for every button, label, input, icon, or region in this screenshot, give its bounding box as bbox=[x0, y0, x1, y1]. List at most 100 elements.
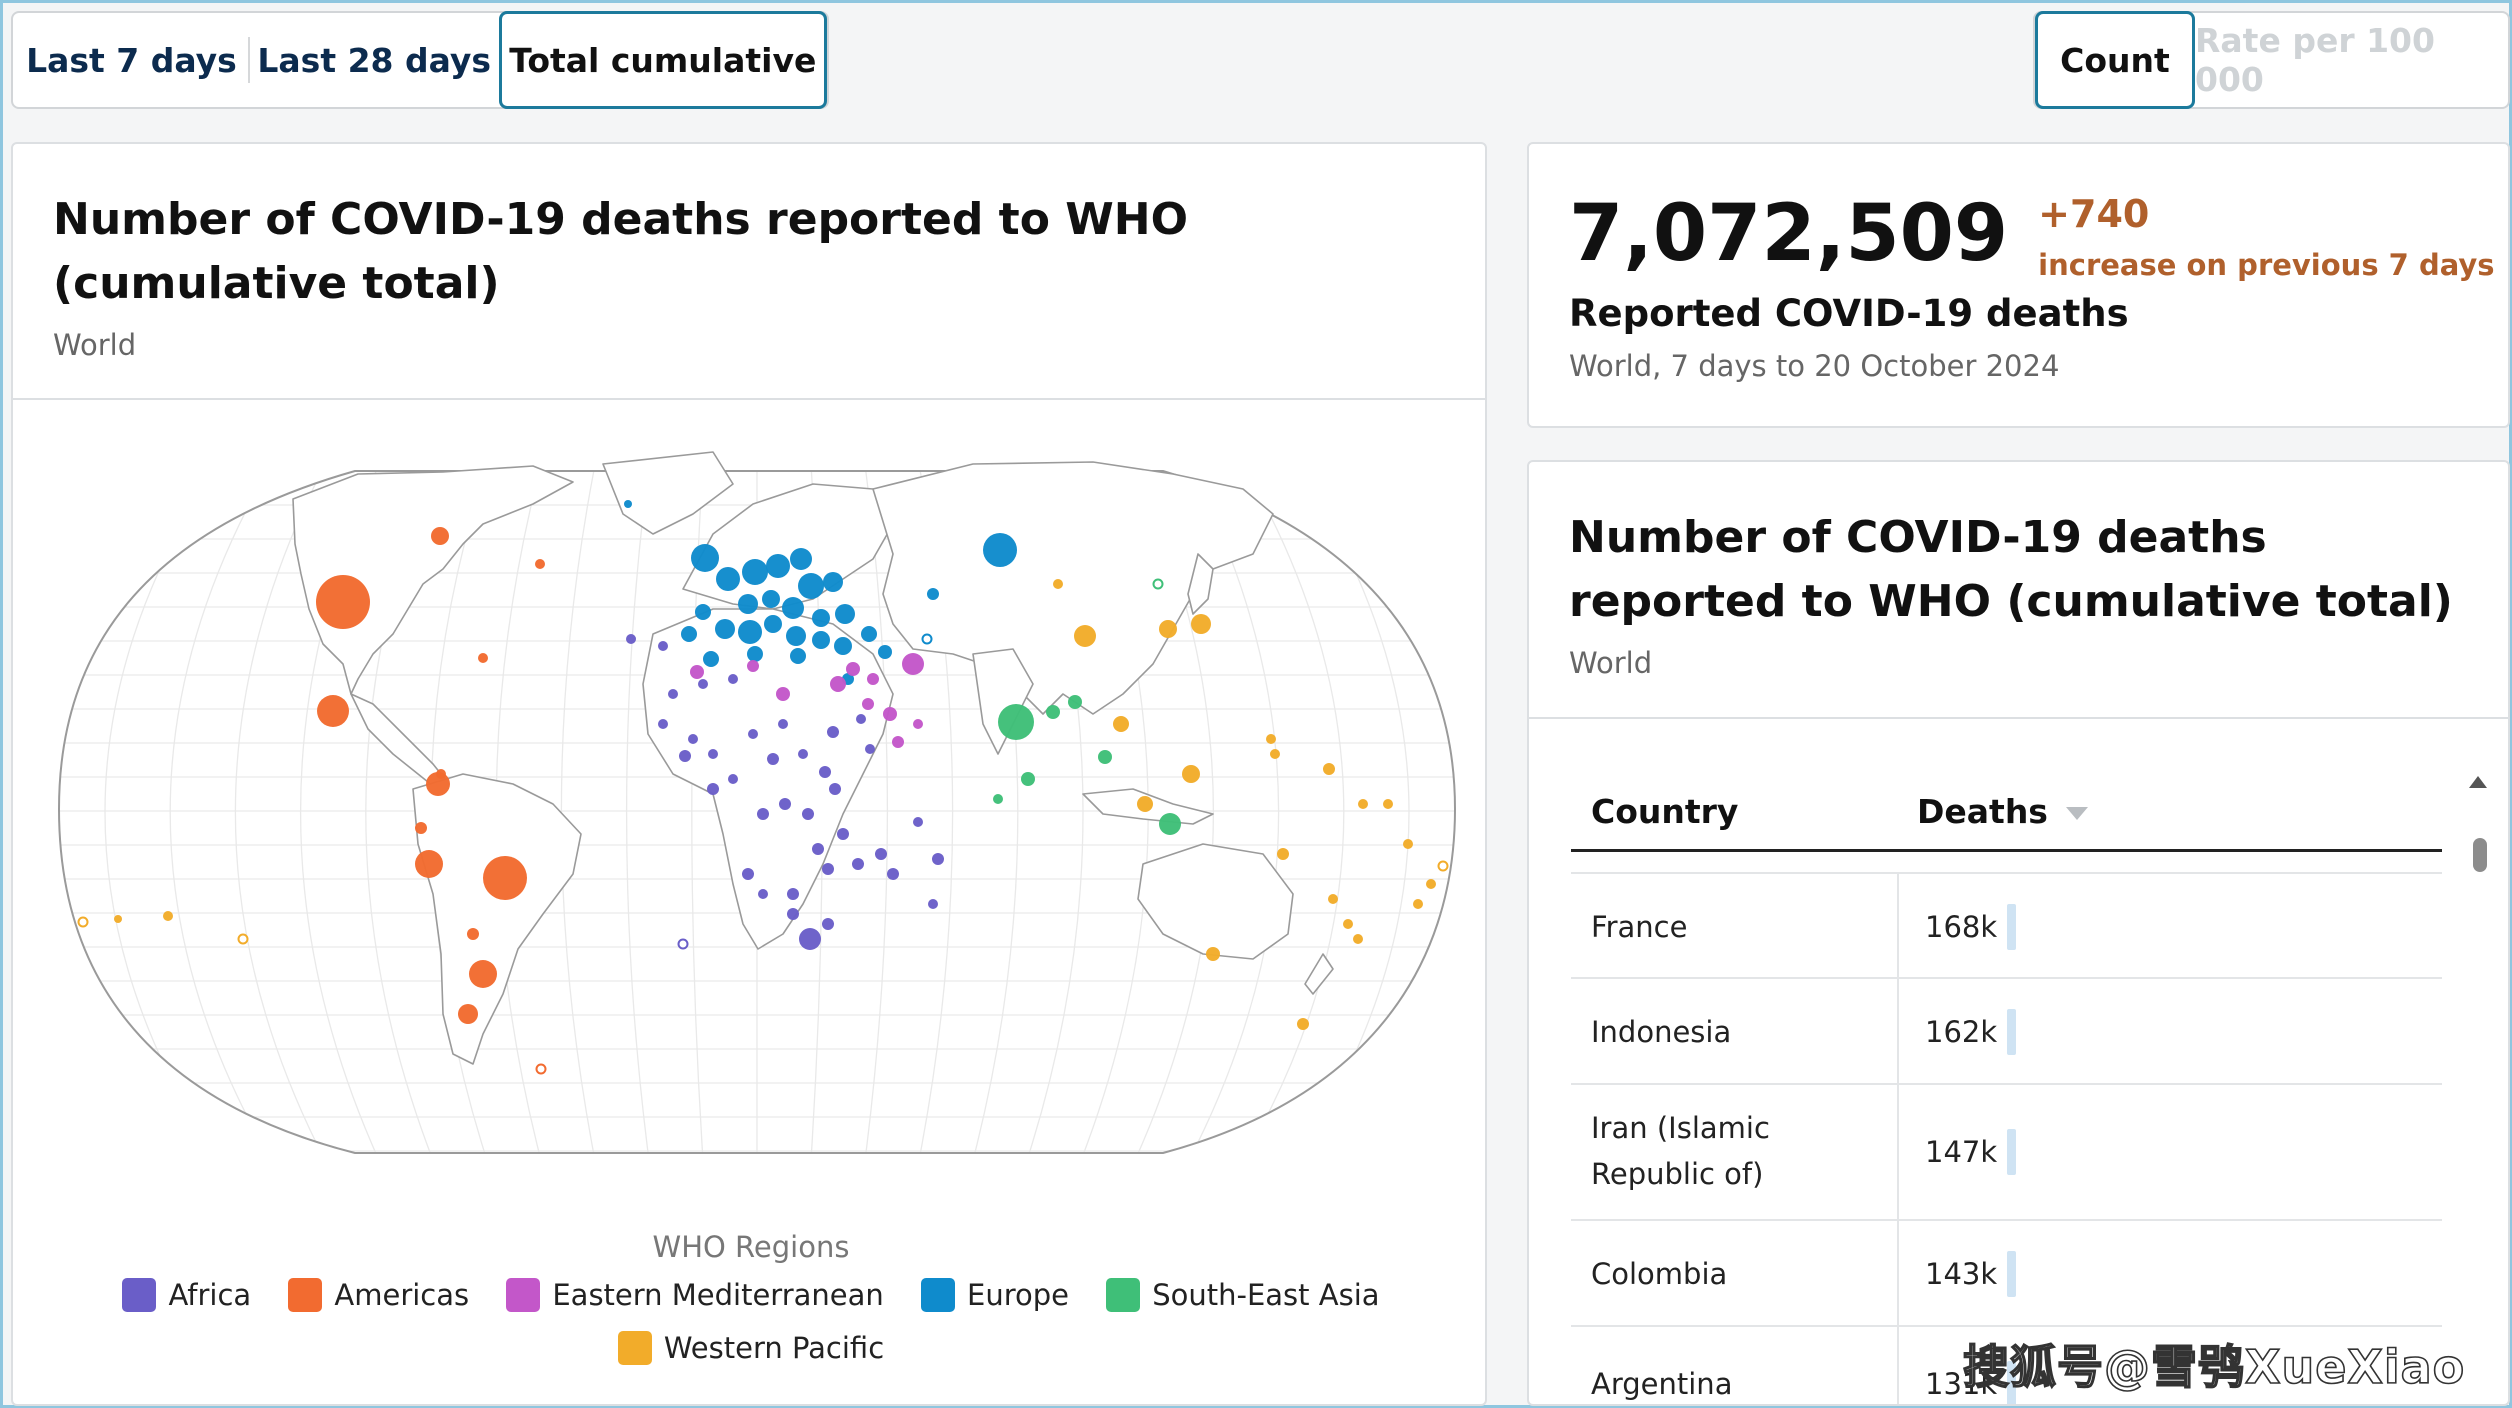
country-bubble[interactable] bbox=[883, 707, 897, 721]
country-bubble[interactable] bbox=[458, 1004, 478, 1024]
country-bubble[interactable] bbox=[1328, 894, 1338, 904]
country-bubble[interactable] bbox=[852, 858, 864, 870]
country-bubble[interactable] bbox=[1353, 934, 1363, 944]
country-bubble[interactable] bbox=[927, 588, 939, 600]
world-bubble-map[interactable] bbox=[13, 394, 1489, 1234]
country-bubble[interactable] bbox=[829, 783, 841, 795]
country-bubble[interactable] bbox=[798, 573, 824, 599]
country-bubble[interactable] bbox=[624, 500, 632, 508]
country-bubble[interactable] bbox=[799, 928, 821, 950]
country-bubble[interactable] bbox=[1383, 799, 1393, 809]
country-bubble[interactable] bbox=[658, 719, 668, 729]
country-bubble-hollow[interactable] bbox=[921, 633, 933, 645]
country-bubble[interactable] bbox=[535, 559, 545, 569]
country-bubble[interactable] bbox=[1046, 705, 1060, 719]
country-bubble[interactable] bbox=[707, 783, 719, 795]
country-bubble[interactable] bbox=[887, 868, 899, 880]
country-bubble-hollow[interactable] bbox=[1437, 860, 1449, 872]
country-bubble[interactable] bbox=[875, 848, 887, 860]
country-bubble[interactable] bbox=[757, 808, 769, 820]
country-bubble[interactable] bbox=[822, 918, 834, 930]
country-bubble[interactable] bbox=[1159, 620, 1177, 638]
country-bubble[interactable] bbox=[798, 749, 808, 759]
country-bubble[interactable] bbox=[668, 689, 678, 699]
country-bubble[interactable] bbox=[786, 626, 806, 646]
country-bubble[interactable] bbox=[742, 868, 754, 880]
country-bubble[interactable] bbox=[823, 572, 843, 592]
table-row[interactable]: Argentina 131k bbox=[1571, 1325, 2442, 1404]
legend-item-americas[interactable]: Americas bbox=[288, 1272, 469, 1318]
country-bubble[interactable] bbox=[716, 567, 740, 591]
country-bubble-hollow[interactable] bbox=[77, 916, 89, 928]
country-bubble[interactable] bbox=[1358, 799, 1368, 809]
country-bubble[interactable] bbox=[436, 769, 446, 779]
country-bubble[interactable] bbox=[790, 548, 812, 570]
country-bubble[interactable] bbox=[902, 653, 924, 675]
country-bubble[interactable] bbox=[822, 863, 834, 875]
country-bubble[interactable] bbox=[812, 609, 830, 627]
country-bubble[interactable] bbox=[913, 719, 923, 729]
country-bubble[interactable] bbox=[469, 960, 497, 988]
country-bubble[interactable] bbox=[431, 527, 449, 545]
country-bubble[interactable] bbox=[892, 736, 904, 748]
country-bubble[interactable] bbox=[690, 665, 704, 679]
column-header-country[interactable]: Country bbox=[1591, 770, 1738, 852]
country-bubble[interactable] bbox=[1182, 765, 1200, 783]
country-bubble[interactable] bbox=[728, 774, 738, 784]
column-header-deaths[interactable]: Deaths bbox=[1917, 770, 2088, 852]
country-bubble[interactable] bbox=[691, 544, 719, 572]
country-bubble[interactable] bbox=[317, 695, 349, 727]
country-bubble[interactable] bbox=[1159, 813, 1181, 835]
tab-last-7-days[interactable]: Last 7 days bbox=[13, 13, 250, 107]
country-bubble[interactable] bbox=[782, 597, 804, 619]
country-bubble[interactable] bbox=[802, 808, 814, 820]
country-bubble[interactable] bbox=[467, 928, 479, 940]
country-bubble[interactable] bbox=[681, 626, 697, 642]
country-bubble-hollow[interactable] bbox=[1152, 578, 1164, 590]
country-bubble[interactable] bbox=[415, 850, 443, 878]
country-bubble[interactable] bbox=[728, 674, 738, 684]
country-bubble[interactable] bbox=[878, 645, 892, 659]
table-row[interactable]: Colombia 143k bbox=[1571, 1219, 2442, 1325]
country-bubble[interactable] bbox=[742, 559, 768, 585]
country-bubble[interactable] bbox=[867, 673, 879, 685]
country-bubble[interactable] bbox=[478, 653, 488, 663]
country-bubble[interactable] bbox=[1277, 848, 1289, 860]
country-bubble[interactable] bbox=[998, 704, 1034, 740]
country-bubble[interactable] bbox=[695, 604, 711, 620]
country-bubble[interactable] bbox=[766, 554, 790, 578]
country-bubble[interactable] bbox=[738, 620, 762, 644]
country-bubble[interactable] bbox=[779, 798, 791, 810]
country-bubble[interactable] bbox=[932, 853, 944, 865]
tab-last-28-days[interactable]: Last 28 days bbox=[257, 40, 492, 80]
country-bubble[interactable] bbox=[703, 651, 719, 667]
country-bubble[interactable] bbox=[415, 822, 427, 834]
country-bubble[interactable] bbox=[862, 698, 874, 710]
country-bubble[interactable] bbox=[1113, 716, 1129, 732]
country-bubble[interactable] bbox=[708, 749, 718, 759]
tab-count[interactable]: Count bbox=[2035, 11, 2195, 109]
country-bubble[interactable] bbox=[834, 637, 852, 655]
country-bubble[interactable] bbox=[835, 604, 855, 624]
country-bubble[interactable] bbox=[1270, 749, 1280, 759]
country-bubble[interactable] bbox=[1191, 614, 1211, 634]
country-bubble[interactable] bbox=[1098, 750, 1112, 764]
country-bubble[interactable] bbox=[1323, 763, 1335, 775]
country-bubble[interactable] bbox=[1074, 625, 1096, 647]
country-bubble[interactable] bbox=[1021, 772, 1035, 786]
legend-item-europe[interactable]: Europe bbox=[921, 1272, 1069, 1318]
country-bubble[interactable] bbox=[837, 828, 849, 840]
country-bubble[interactable] bbox=[1068, 695, 1082, 709]
country-bubble[interactable] bbox=[865, 744, 875, 754]
country-bubble[interactable] bbox=[747, 660, 759, 672]
country-bubble[interactable] bbox=[913, 817, 923, 827]
table-row[interactable]: France 168k bbox=[1571, 872, 2442, 977]
country-bubble[interactable] bbox=[114, 915, 122, 923]
country-bubble[interactable] bbox=[626, 634, 636, 644]
country-bubble[interactable] bbox=[778, 719, 788, 729]
country-bubble[interactable] bbox=[688, 734, 698, 744]
table-row[interactable]: Indonesia 162k bbox=[1571, 977, 2442, 1083]
tab-rate-per-100000[interactable]: Rate per 100 000 bbox=[2195, 21, 2435, 99]
country-bubble-hollow[interactable] bbox=[237, 933, 249, 945]
country-bubble[interactable] bbox=[698, 679, 708, 689]
